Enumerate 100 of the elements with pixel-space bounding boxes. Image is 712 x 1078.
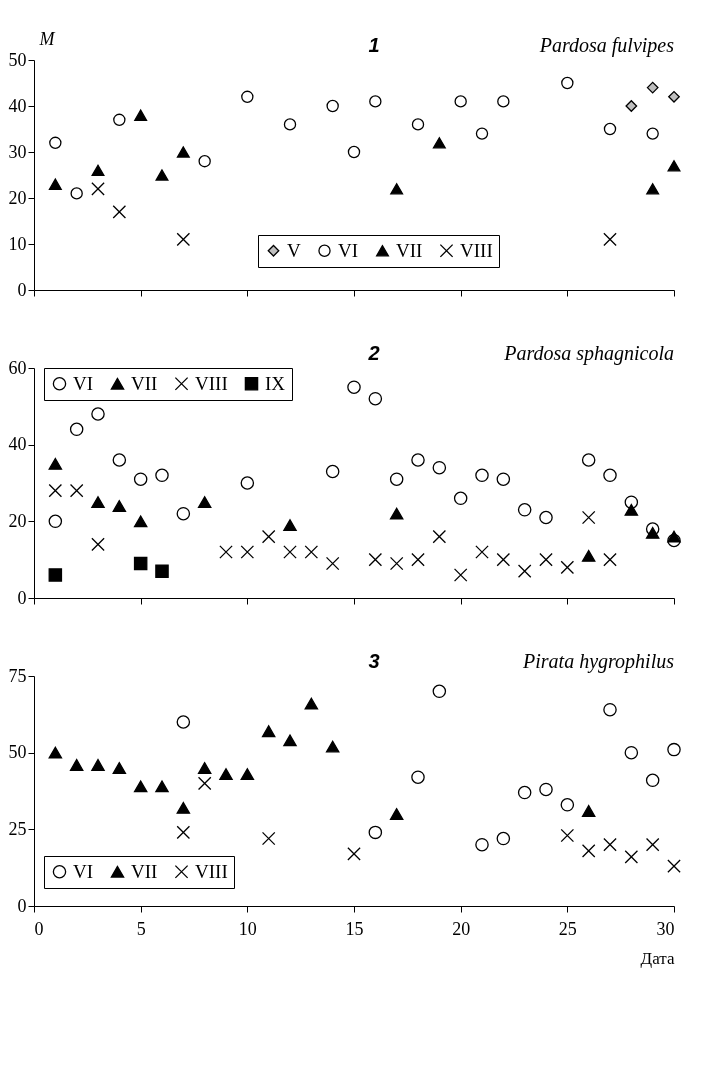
- point: [112, 762, 127, 774]
- point: [432, 529, 447, 544]
- point: [432, 460, 447, 475]
- point: [197, 496, 212, 509]
- point: [581, 844, 596, 858]
- y-tick-label: 60: [8, 357, 27, 378]
- point: [91, 164, 105, 177]
- point: [389, 507, 404, 520]
- point: [155, 564, 169, 578]
- point: [667, 530, 681, 543]
- x-tick-label: 0: [34, 918, 44, 939]
- x-tick-label: 5: [136, 918, 146, 939]
- x-tick-label: 30: [656, 918, 675, 939]
- point: [581, 804, 596, 817]
- y-tick-label: 0: [17, 279, 27, 300]
- legend-label: VIII: [195, 372, 228, 394]
- point: [326, 99, 339, 113]
- point: [155, 780, 169, 793]
- point: [517, 564, 532, 578]
- legend-label: V: [287, 239, 301, 261]
- point: [176, 146, 190, 158]
- point: [91, 537, 105, 552]
- y-tick-label: 0: [17, 587, 27, 608]
- y-tick-label: 25: [8, 818, 27, 839]
- legend-label: VI: [73, 860, 94, 882]
- point: [496, 472, 511, 486]
- point: [390, 183, 404, 195]
- y-tick-label: 50: [8, 49, 27, 70]
- point: [560, 828, 575, 843]
- x-tick-label: 20: [452, 918, 471, 939]
- point: [453, 568, 468, 582]
- point: [496, 552, 511, 567]
- point: [241, 90, 254, 103]
- y-tick-label: 20: [8, 187, 27, 208]
- point: [91, 407, 105, 421]
- point: [368, 552, 383, 567]
- point: [475, 127, 489, 140]
- legend-label: VII: [131, 372, 158, 394]
- point: [411, 770, 425, 784]
- y-tick-label: 50: [8, 742, 27, 763]
- point: [603, 122, 617, 136]
- legend-label: VII: [131, 860, 158, 882]
- point: [48, 746, 63, 759]
- point: [304, 545, 319, 559]
- point: [48, 178, 62, 190]
- x-tick-label: 25: [558, 918, 577, 939]
- point: [304, 697, 319, 710]
- point: [240, 768, 255, 781]
- y-tick-label: 10: [8, 233, 27, 254]
- x-tick-label: 15: [345, 918, 364, 939]
- point: [112, 453, 127, 467]
- legend-label: VI: [73, 372, 94, 394]
- point: [133, 556, 148, 571]
- point: [411, 552, 425, 567]
- point: [219, 768, 233, 781]
- point: [48, 514, 63, 529]
- point: [69, 483, 84, 498]
- point: [176, 232, 191, 247]
- point: [240, 545, 255, 559]
- point: [389, 808, 404, 820]
- point: [603, 552, 617, 567]
- point: [668, 90, 680, 103]
- point: [411, 118, 425, 131]
- legend-label: VIII: [460, 239, 493, 261]
- point: [112, 205, 127, 219]
- point: [646, 183, 660, 195]
- point: [197, 776, 212, 791]
- point: [581, 453, 596, 467]
- x-tick-label: 10: [238, 918, 257, 939]
- legend-label: VIII: [195, 860, 228, 882]
- point: [198, 155, 211, 168]
- point: [496, 831, 511, 846]
- point: [261, 529, 276, 544]
- point: [603, 837, 617, 852]
- point: [347, 145, 361, 159]
- point: [454, 95, 467, 108]
- point: [667, 859, 681, 873]
- point: [369, 95, 382, 108]
- point: [667, 160, 681, 172]
- point: [325, 556, 340, 571]
- chart-title: 1: [368, 34, 380, 56]
- y-tick-label: 0: [17, 895, 27, 916]
- point: [112, 500, 127, 512]
- y-tick-label: 40: [8, 95, 27, 116]
- point: [155, 468, 169, 483]
- point: [646, 81, 659, 94]
- point: [539, 782, 553, 797]
- point: [411, 453, 425, 467]
- y-tick-label: 20: [8, 510, 27, 531]
- x-axis-title: Дата: [640, 948, 675, 968]
- point: [197, 762, 212, 774]
- point: [91, 496, 105, 509]
- y-tick-label: 30: [8, 141, 27, 162]
- point: [581, 510, 596, 525]
- point: [560, 560, 575, 575]
- point: [603, 702, 617, 717]
- point: [517, 503, 532, 517]
- point: [69, 758, 84, 771]
- point: [48, 457, 63, 470]
- point: [134, 109, 148, 121]
